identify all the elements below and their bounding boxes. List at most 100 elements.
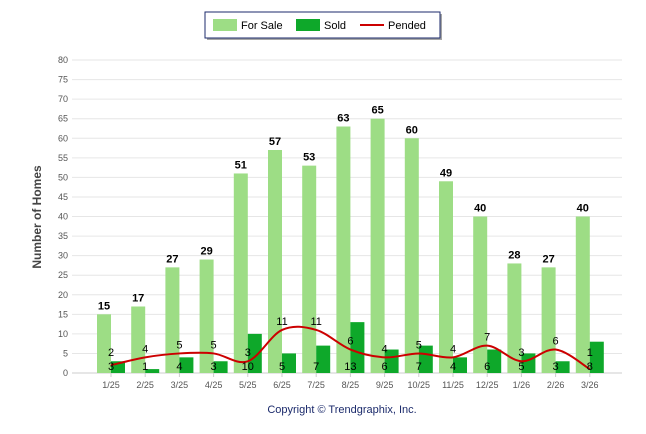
- pended-data-label: 5: [211, 339, 217, 351]
- pended-data-label: 11: [276, 316, 287, 328]
- for-sale-bar: [336, 126, 351, 373]
- for-sale-bar: [575, 216, 590, 373]
- for-sale-data-label: 28: [508, 249, 520, 261]
- y-tick-label: 15: [58, 309, 68, 319]
- sold-data-label: 10: [242, 361, 254, 373]
- for-sale-data-label: 15: [98, 300, 110, 312]
- for-sale-data-label: 60: [406, 124, 418, 136]
- for-sale-bar: [131, 306, 146, 373]
- sold-data-label: 6: [382, 361, 388, 373]
- sold-bar: [213, 361, 228, 373]
- for-sale-bar: [473, 216, 488, 373]
- y-tick-label: 50: [58, 172, 68, 182]
- sold-bar: [282, 353, 296, 373]
- x-tick-label: 3/26: [581, 380, 599, 390]
- pended-data-label: 4: [450, 343, 456, 355]
- for-sale-bar: [165, 267, 180, 373]
- for-sale-data-label: 65: [371, 105, 383, 117]
- pended-data-label: 11: [310, 316, 321, 328]
- pended-data-label: 3: [245, 347, 251, 359]
- sold-data-label: 5: [518, 361, 524, 373]
- x-tick-label: 7/25: [307, 380, 325, 390]
- for-sale-data-label: 51: [235, 159, 247, 171]
- pended-data-label: 7: [484, 332, 490, 344]
- copyright-footer: Copyright © Trendgraphix, Inc.: [267, 404, 416, 416]
- for-sale-data-label: 27: [542, 253, 554, 265]
- sold-data-label: 7: [416, 361, 422, 373]
- sold-data-label: 1: [142, 361, 148, 373]
- y-tick-label: 55: [58, 153, 68, 163]
- pended-data-label: 5: [416, 339, 422, 351]
- for-sale-bar: [97, 314, 111, 373]
- sold-bar: [111, 361, 125, 373]
- sold-bar: [418, 345, 433, 373]
- for-sale-bar: [199, 259, 214, 373]
- x-tick-label: 8/25: [342, 380, 360, 390]
- pended-data-label: 4: [382, 343, 388, 355]
- sold-bar: [555, 361, 570, 373]
- x-tick-label: 10/25: [408, 380, 431, 390]
- y-tick-label: 10: [58, 329, 68, 339]
- y-tick-label: 65: [58, 114, 68, 124]
- y-tick-label: 0: [63, 368, 68, 378]
- sold-bar: [179, 357, 194, 373]
- sold-bar: [487, 349, 502, 373]
- for-sale-data-label: 53: [303, 152, 315, 164]
- pended-data-label: 5: [176, 339, 182, 351]
- pended-data-label: 3: [518, 347, 524, 359]
- y-tick-label: 30: [58, 251, 68, 261]
- pended-data-label: 4: [142, 343, 148, 355]
- sold-data-label: 13: [344, 361, 356, 373]
- for-sale-data-label: 49: [440, 167, 452, 179]
- for-sale-bar: [370, 118, 385, 373]
- for-sale-data-label: 27: [166, 253, 178, 265]
- for-sale-data-label: 40: [474, 203, 486, 215]
- x-tick-label: 2/26: [547, 380, 565, 390]
- x-tick-label: 12/25: [476, 380, 499, 390]
- sold-data-label: 6: [484, 361, 490, 373]
- y-tick-label: 5: [63, 348, 68, 358]
- for-sale-data-label: 40: [577, 203, 589, 215]
- x-tick-label: 4/25: [205, 380, 223, 390]
- x-tick-label: 3/25: [171, 380, 189, 390]
- sold-data-label: 4: [450, 361, 456, 373]
- for-sale-bar: [541, 267, 556, 373]
- for-sale-data-label: 63: [337, 113, 349, 125]
- x-tick-label: 9/25: [376, 380, 394, 390]
- sold-data-label: 3: [211, 361, 217, 373]
- sold-bar: [316, 345, 331, 373]
- y-tick-label: 75: [58, 75, 68, 85]
- for-sale-bar: [302, 165, 317, 373]
- for-sale-data-label: 17: [132, 292, 144, 304]
- pended-data-label: 2: [108, 347, 114, 359]
- for-sale-data-label: 57: [269, 136, 281, 148]
- y-tick-label: 40: [58, 212, 68, 222]
- pended-data-label: 1: [587, 347, 593, 359]
- for-sale-bar: [233, 173, 248, 373]
- sold-data-label: 3: [108, 361, 114, 373]
- pended-line: [110, 325, 591, 370]
- x-tick-label: 1/25: [102, 380, 120, 390]
- sold-data-label: 5: [279, 361, 285, 373]
- y-tick-label: 20: [58, 290, 68, 300]
- pended-data-label: 6: [347, 336, 353, 348]
- legend-swatch-sold: [296, 19, 320, 31]
- legend-label-sold: Sold: [324, 20, 346, 32]
- y-tick-label: 35: [58, 231, 68, 241]
- y-tick-label: 70: [58, 94, 68, 104]
- sold-data-label: 7: [313, 361, 319, 373]
- sold-bar: [453, 357, 467, 373]
- y-tick-label: 25: [58, 270, 68, 280]
- sold-data-label: 8: [587, 361, 593, 373]
- y-axis-label: Number of Homes: [30, 165, 44, 269]
- x-tick-label: 6/25: [273, 380, 291, 390]
- sold-data-label: 4: [176, 361, 182, 373]
- legend-swatch-for-sale: [213, 19, 237, 31]
- sold-bar: [350, 322, 365, 373]
- legend: For Sale Sold Pended: [204, 11, 442, 40]
- x-tick-label: 11/25: [442, 380, 464, 390]
- y-tick-label: 45: [58, 192, 68, 202]
- for-sale-bar: [404, 138, 419, 373]
